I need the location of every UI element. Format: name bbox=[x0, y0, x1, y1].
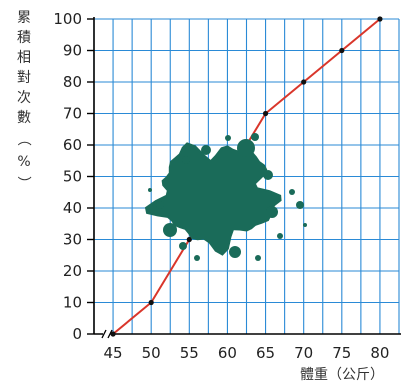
x-tick-label: 75 bbox=[332, 344, 351, 362]
y-label-char: 積 bbox=[17, 30, 31, 46]
y-tick-label: 50 bbox=[63, 168, 82, 186]
ink-splatter bbox=[266, 206, 278, 218]
y-label-char: 次 bbox=[17, 90, 31, 106]
ink-splatter bbox=[251, 133, 259, 141]
data-point bbox=[339, 48, 344, 53]
data-point bbox=[110, 331, 115, 336]
data-point bbox=[301, 79, 306, 84]
y-tick-label: 10 bbox=[63, 294, 82, 312]
y-tick-label: 20 bbox=[63, 262, 82, 280]
ink-splatter bbox=[296, 201, 304, 209]
y-tick-label: 70 bbox=[63, 105, 82, 123]
ink-splatter bbox=[289, 189, 295, 195]
ink-splatter bbox=[182, 156, 190, 164]
ink-splatter bbox=[255, 255, 261, 261]
data-point bbox=[149, 300, 154, 305]
y-tick-label: 60 bbox=[63, 136, 82, 154]
ink-splatter bbox=[156, 201, 164, 209]
x-tick-labels: 45 50 55 60 65 70 75 80 bbox=[104, 344, 390, 362]
ink-splatter bbox=[148, 188, 152, 192]
y-tick-label: 80 bbox=[63, 73, 82, 91]
ink-splatter bbox=[229, 246, 241, 258]
x-tick-label: 50 bbox=[142, 344, 161, 362]
x-tick-label: 45 bbox=[104, 344, 123, 362]
y-label-char: 數 bbox=[17, 110, 31, 126]
x-tick-label: 55 bbox=[180, 344, 199, 362]
ink-splatter bbox=[237, 139, 255, 157]
y-tick-label: 40 bbox=[63, 199, 82, 217]
y-tick-label: 90 bbox=[63, 42, 82, 60]
x-tick-label: 80 bbox=[370, 344, 389, 362]
data-point bbox=[377, 16, 382, 21]
y-label-char: （ bbox=[15, 132, 31, 146]
y-tick-label: 100 bbox=[53, 10, 82, 28]
y-label-char: ） bbox=[15, 176, 31, 190]
y-tick-labels: 0 10 20 30 40 50 60 70 80 90 100 bbox=[53, 10, 82, 343]
y-label-char: 相 bbox=[17, 50, 31, 66]
data-point bbox=[263, 111, 268, 116]
ink-blot-body bbox=[145, 142, 282, 255]
ink-blot bbox=[145, 133, 307, 261]
y-label-char: 累 bbox=[17, 10, 31, 26]
ink-splatter bbox=[201, 145, 211, 155]
ink-splatter bbox=[179, 242, 187, 250]
x-tick-label: 65 bbox=[256, 344, 275, 362]
y-tick-label: 30 bbox=[63, 231, 82, 249]
ink-splatter bbox=[277, 233, 283, 239]
ink-splatter bbox=[263, 170, 273, 180]
ink-splatter bbox=[163, 223, 177, 237]
ink-splatter bbox=[225, 135, 231, 141]
ink-splatter bbox=[303, 223, 307, 227]
x-tick-label: 60 bbox=[218, 344, 237, 362]
y-tick-label: 0 bbox=[72, 325, 82, 343]
x-tick-label: 70 bbox=[294, 344, 313, 362]
y-label-char: 對 bbox=[17, 70, 31, 86]
ink-splatter bbox=[194, 255, 200, 261]
x-axis-label: 體重（公斤） bbox=[300, 367, 384, 383]
y-label-char: % bbox=[17, 154, 30, 170]
